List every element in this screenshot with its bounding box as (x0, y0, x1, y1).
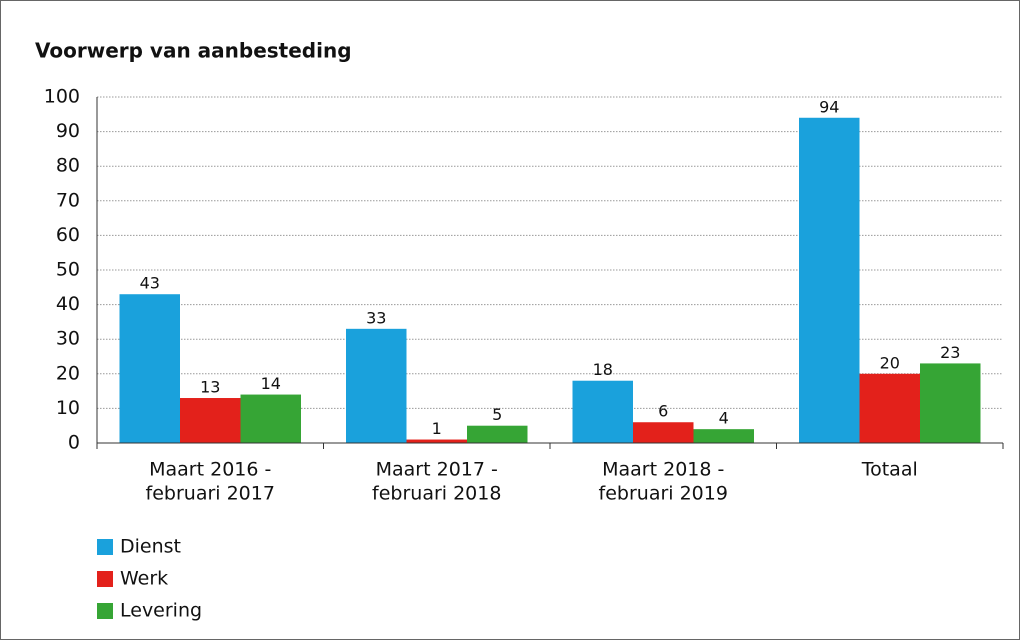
bar (240, 394, 301, 443)
y-tick-label: 60 (56, 224, 80, 246)
legend-label: Levering (120, 600, 202, 622)
value-label: 33 (366, 308, 386, 327)
value-label: 18 (593, 360, 613, 379)
y-tick-label: 40 (56, 293, 80, 315)
value-label: 94 (819, 97, 839, 116)
legend-label: Dienst (120, 536, 181, 558)
bar (346, 328, 407, 443)
legend-swatch (97, 539, 113, 555)
value-label: 1 (432, 419, 442, 438)
bar (633, 422, 694, 443)
y-tick-label: 80 (56, 155, 80, 177)
x-tick-label: februari 2019 (599, 483, 728, 505)
y-tick-label: 70 (56, 189, 80, 211)
legend-swatch (97, 571, 113, 587)
x-tick-label: Maart 2018 - (602, 459, 724, 481)
bar (693, 429, 754, 443)
bar (119, 294, 180, 443)
bar (467, 425, 528, 443)
y-tick-label: 30 (56, 328, 80, 350)
y-tick-label: 90 (56, 120, 80, 142)
bar (859, 373, 920, 443)
value-label: 43 (140, 274, 160, 293)
value-label: 5 (492, 405, 502, 424)
value-label: 4 (719, 409, 729, 428)
x-tick-label: februari 2018 (372, 483, 501, 505)
y-tick-label: 10 (56, 397, 80, 419)
x-tick-label: Totaal (861, 459, 918, 481)
legend-label: Werk (120, 568, 168, 590)
chart-title: Voorwerp van aanbesteding (35, 39, 352, 63)
y-tick-label: 20 (56, 362, 80, 384)
x-tick-label: februari 2017 (146, 483, 275, 505)
bar (180, 398, 241, 443)
value-label: 20 (880, 353, 900, 372)
x-tick-label: Maart 2016 - (149, 459, 271, 481)
bar (406, 439, 467, 443)
x-tick-label: Maart 2017 - (376, 459, 498, 481)
bar (572, 380, 633, 443)
value-label: 23 (940, 343, 960, 362)
y-tick-label: 50 (56, 259, 80, 281)
value-label: 6 (658, 402, 668, 421)
y-tick-label: 100 (44, 86, 80, 108)
legend-swatch (97, 603, 113, 619)
value-label: 14 (261, 374, 281, 393)
y-tick-label: 0 (68, 432, 80, 454)
bar (799, 117, 860, 443)
value-label: 13 (200, 378, 220, 397)
bar (920, 363, 981, 443)
